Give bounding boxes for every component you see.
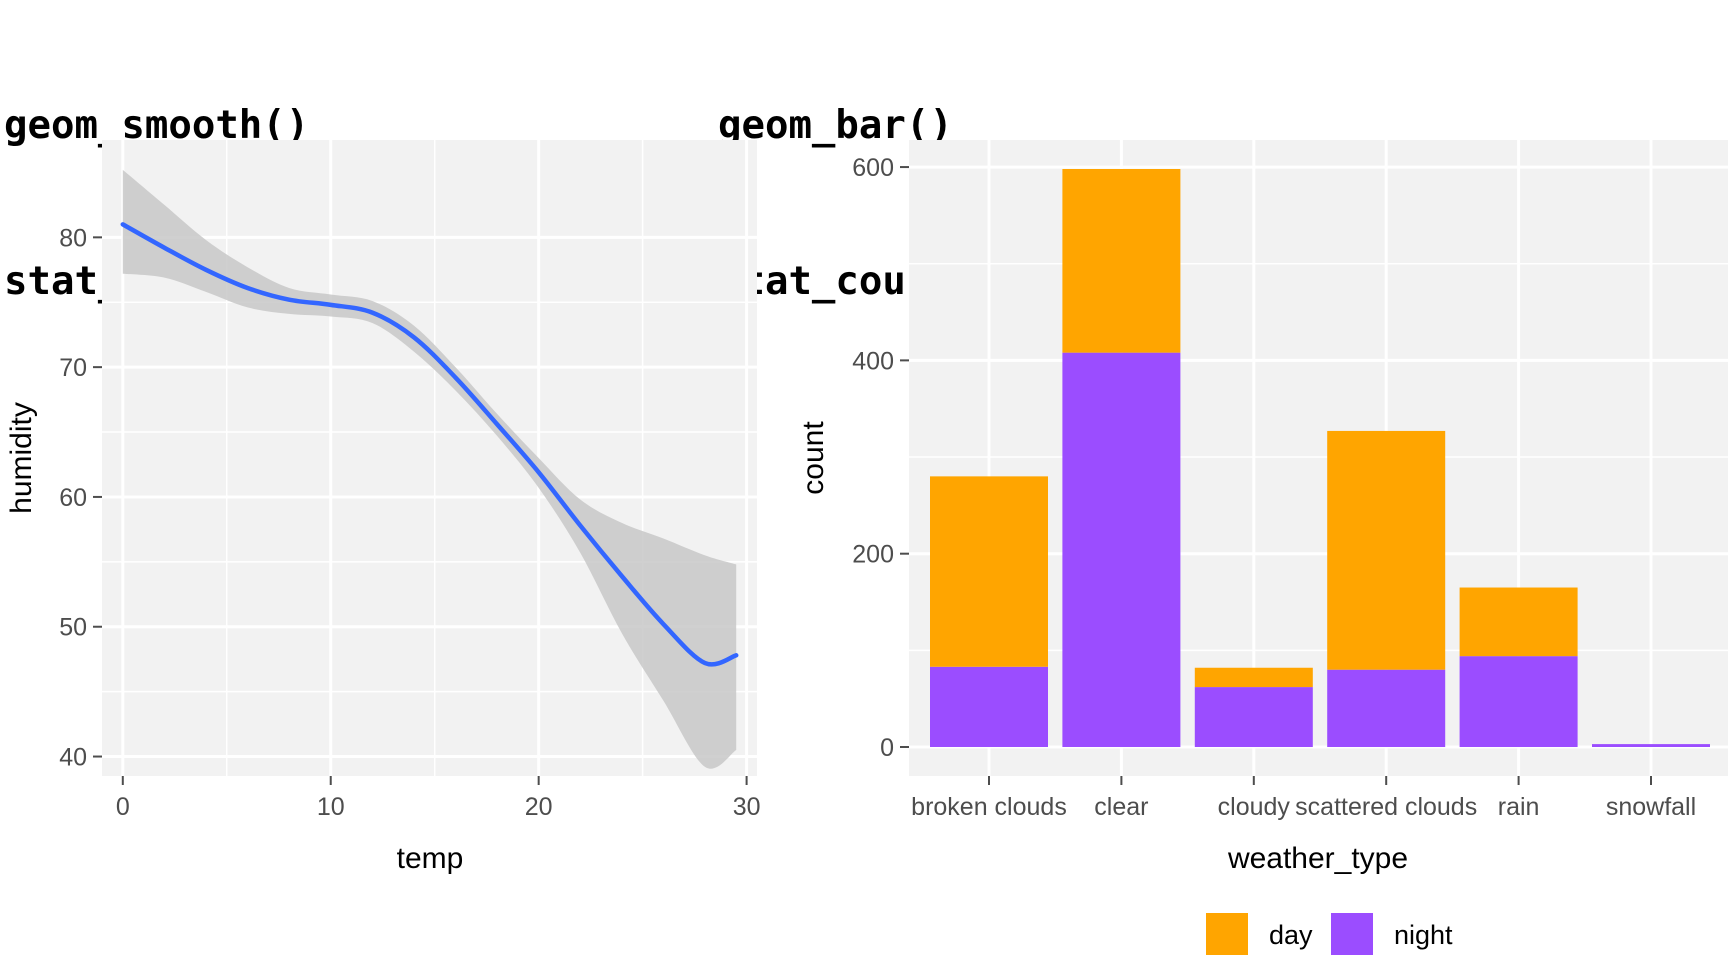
legend-key-night	[1331, 913, 1373, 955]
bar-segment-day	[1327, 430, 1446, 670]
bar-segment-night	[930, 666, 1048, 748]
confidence-ribbon	[122, 169, 737, 769]
x-tick-label: 0	[116, 793, 130, 821]
y-tick-label: 60	[59, 484, 87, 512]
bar-axis-ticks: 0 200 400 600 broken clouds clear cloudy scatte…	[852, 154, 1696, 821]
smooth-line	[120, 222, 739, 667]
y-tick-label: 200	[852, 541, 894, 569]
bar-segment-night	[1592, 744, 1710, 748]
bar-segment-night	[1327, 669, 1446, 748]
bar-segment-day	[930, 476, 1048, 667]
legend-label-day: day	[1269, 920, 1313, 950]
y-tick-label: 600	[852, 154, 894, 182]
bar-segment-night	[1194, 687, 1313, 748]
x-tick-label: scattered clouds	[1295, 793, 1477, 821]
smooth-chart: 0 10 20 30 40 50 60 70 80 temp humidity	[5, 140, 761, 875]
legend: day night	[1206, 913, 1453, 955]
bar-y-axis-label: count	[797, 421, 830, 495]
bar-chart: 0 200 400 600 broken clouds clear cloudy scatte…	[797, 140, 1728, 955]
bar-segment-day	[1194, 667, 1313, 688]
y-tick-label: 80	[59, 224, 87, 252]
y-tick-label: 40	[59, 744, 87, 772]
x-tick-label: 10	[317, 793, 345, 821]
bar-segment-night	[1062, 352, 1181, 748]
smooth-y-axis-label: humidity	[5, 402, 38, 514]
smooth-x-axis-label: temp	[397, 842, 464, 875]
bar-marks	[930, 168, 1710, 748]
x-tick-label: 30	[733, 793, 761, 821]
smooth-axis-ticks: 0 10 20 30 40 50 60 70 80	[59, 224, 760, 821]
y-tick-label: 400	[852, 347, 894, 375]
y-tick-label: 70	[59, 354, 87, 382]
legend-key-day	[1206, 913, 1248, 955]
x-tick-label: broken clouds	[911, 793, 1067, 821]
bar-segment-day	[1459, 587, 1578, 657]
bar-segment-day	[1062, 168, 1181, 353]
bar-x-axis-label: weather_type	[1227, 842, 1408, 875]
x-tick-label: cloudy	[1218, 793, 1291, 821]
y-tick-label: 50	[59, 614, 87, 642]
x-tick-label: snowfall	[1606, 793, 1696, 821]
y-tick-label: 0	[880, 734, 894, 762]
x-tick-label: rain	[1498, 793, 1540, 821]
x-tick-label: 20	[525, 793, 553, 821]
legend-label-night: night	[1394, 920, 1453, 950]
bar-segment-night	[1459, 656, 1578, 748]
x-tick-label: clear	[1094, 793, 1148, 821]
